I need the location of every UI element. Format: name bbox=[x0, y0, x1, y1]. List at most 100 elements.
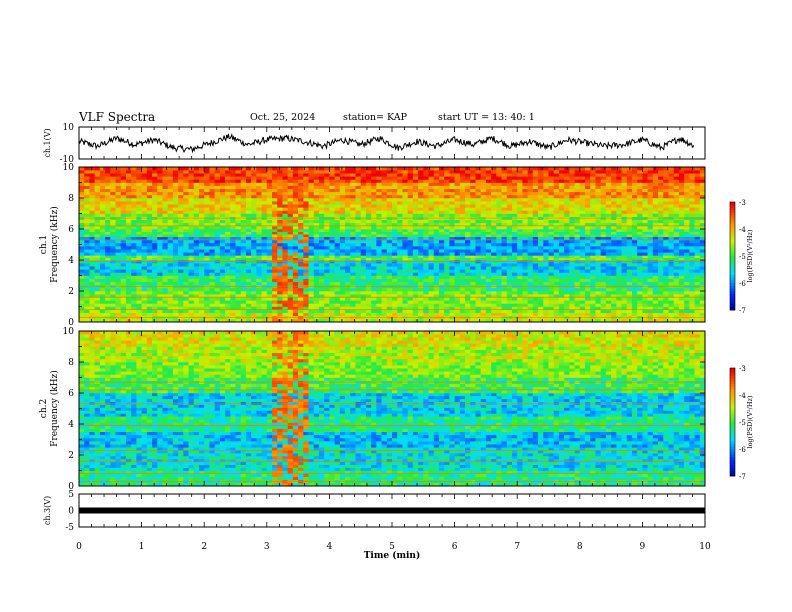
ch1-spec-cell bbox=[193, 303, 200, 307]
ch1-spec-cell bbox=[564, 249, 570, 253]
ch1-spec-cell bbox=[292, 269, 299, 273]
ch1-spec-cell bbox=[313, 210, 320, 214]
ch1-spec-cell bbox=[110, 225, 116, 230]
ch1-spec-cell bbox=[449, 242, 455, 247]
ch1-spec-cell bbox=[668, 207, 674, 211]
ch1-spec-cell bbox=[131, 300, 137, 304]
ch1-spec-cell bbox=[209, 236, 215, 241]
ch1-spec-cell bbox=[538, 287, 544, 292]
ch1-spec-cell bbox=[496, 281, 502, 286]
ch1-spec-cell bbox=[355, 198, 361, 202]
ch1-spec-cell bbox=[600, 272, 607, 276]
ch1-spec-cell bbox=[678, 219, 685, 224]
ch1-spec-cell bbox=[564, 272, 570, 276]
ch1-spec-cell bbox=[616, 309, 622, 313]
ch1-spec-cell bbox=[303, 309, 309, 313]
ch1-spec-cell bbox=[131, 275, 137, 279]
ch1-spec-cell bbox=[282, 236, 288, 241]
ch1-spec-cell bbox=[219, 309, 226, 313]
ch1-spec-cell bbox=[438, 234, 445, 238]
ch1-spec-cell bbox=[350, 297, 356, 301]
ch1-spec-cell bbox=[444, 207, 450, 211]
ch1-spec-cell bbox=[172, 236, 179, 241]
ch1-spec-cell bbox=[329, 213, 335, 217]
ch1-spec-cell bbox=[412, 234, 419, 238]
ch1-spec-cell bbox=[532, 236, 539, 241]
ch1-spec-cell bbox=[496, 309, 502, 313]
ch1-spec-cell bbox=[454, 263, 461, 267]
ch1-spec-cell bbox=[444, 278, 450, 282]
ch1-spec-cell bbox=[694, 210, 701, 214]
ch1-spec-cell bbox=[292, 291, 299, 295]
ch1-spec-cell bbox=[308, 312, 315, 317]
ch1-spec-cell bbox=[381, 231, 388, 235]
ch1-spec-cell bbox=[397, 309, 403, 313]
ch1-spec-cell bbox=[105, 291, 111, 295]
ch1-spec-cell bbox=[699, 207, 706, 211]
ch1-spec-cell bbox=[412, 303, 419, 307]
ch1-spec-cell bbox=[642, 272, 648, 276]
ch1-spec-cell bbox=[355, 257, 361, 261]
ch1-spec-cell bbox=[245, 222, 252, 227]
ch1-spec-cell bbox=[642, 281, 648, 286]
ch1-spec-cell bbox=[595, 204, 601, 208]
ch1-spec-cell bbox=[318, 210, 325, 214]
ch1-spec-cell bbox=[376, 275, 382, 279]
ch1-spec-cell bbox=[292, 252, 299, 256]
ch1-spec-cell bbox=[642, 204, 648, 208]
ch1-spec-cell bbox=[376, 201, 382, 205]
ch1-spec-cell bbox=[595, 306, 601, 310]
ch1-spec-cell bbox=[303, 272, 309, 276]
ch1-spec-cell bbox=[120, 287, 127, 292]
ch1-spec-cell bbox=[402, 222, 408, 227]
ch1-spec-cell bbox=[287, 234, 294, 238]
ch1-spec-cell bbox=[193, 266, 200, 270]
ch1-spec-cell bbox=[266, 229, 273, 232]
ch1-spec-cell bbox=[282, 204, 288, 208]
ch1-spec-cell bbox=[678, 306, 685, 310]
ch1-spec-cell bbox=[365, 291, 372, 295]
ch1-spec-cell bbox=[637, 272, 643, 276]
ch1-spec-cell bbox=[94, 255, 101, 258]
ch1-spec-cell bbox=[339, 281, 346, 286]
ch1-spec-cell bbox=[397, 297, 403, 301]
ch1-spec-cell bbox=[605, 300, 612, 304]
ch1-spec-cell bbox=[172, 239, 179, 244]
ch1-spec-cell bbox=[600, 201, 607, 205]
ch1-spec-cell bbox=[392, 266, 398, 270]
ch1-spec-cell bbox=[261, 255, 268, 258]
ch1-spec-cell bbox=[579, 300, 586, 304]
ch1-spec-cell bbox=[105, 207, 111, 211]
ch1-spec-cell bbox=[313, 213, 320, 217]
ch1-spec-cell bbox=[313, 207, 320, 211]
ch1-spec-cell bbox=[548, 272, 555, 276]
ch1-spec-cell bbox=[485, 297, 492, 301]
ch1-spec-cell bbox=[506, 222, 513, 227]
ch1-spec-cell bbox=[538, 306, 544, 310]
ch1-spec-cell bbox=[329, 242, 335, 247]
ch1-spec-cell bbox=[412, 257, 419, 261]
ch1-spec-cell bbox=[511, 219, 518, 224]
ch1-spec-cell bbox=[611, 306, 617, 310]
ch1-spec-cell bbox=[125, 287, 132, 292]
ch1-spec-cell bbox=[256, 213, 262, 217]
ch1-spec-cell bbox=[110, 278, 116, 282]
ch1-spec-cell bbox=[543, 309, 549, 313]
ch1-spec-cell bbox=[188, 303, 195, 307]
ch1-spec-cell bbox=[491, 210, 497, 214]
ch1-spec-cell bbox=[261, 303, 268, 307]
ch1-spec-cell bbox=[318, 234, 325, 238]
ch1-spec-cell bbox=[240, 287, 247, 292]
ch1-spec-cell bbox=[626, 300, 633, 304]
ch1-spec-cell bbox=[120, 255, 127, 258]
ch1-spec-cell bbox=[600, 225, 607, 230]
ch1-spec-cell bbox=[564, 291, 570, 295]
ch1-spec-cell bbox=[491, 306, 497, 310]
ch1-spec-cell bbox=[245, 309, 252, 313]
ch1-spec-cell bbox=[527, 249, 534, 253]
ch1-spec-cell bbox=[360, 204, 367, 208]
ch1-spec-cell bbox=[89, 219, 95, 224]
ch1-spec-cell bbox=[235, 225, 242, 230]
ch1-spec-cell bbox=[579, 266, 586, 270]
ch1-spec-cell bbox=[167, 210, 174, 214]
